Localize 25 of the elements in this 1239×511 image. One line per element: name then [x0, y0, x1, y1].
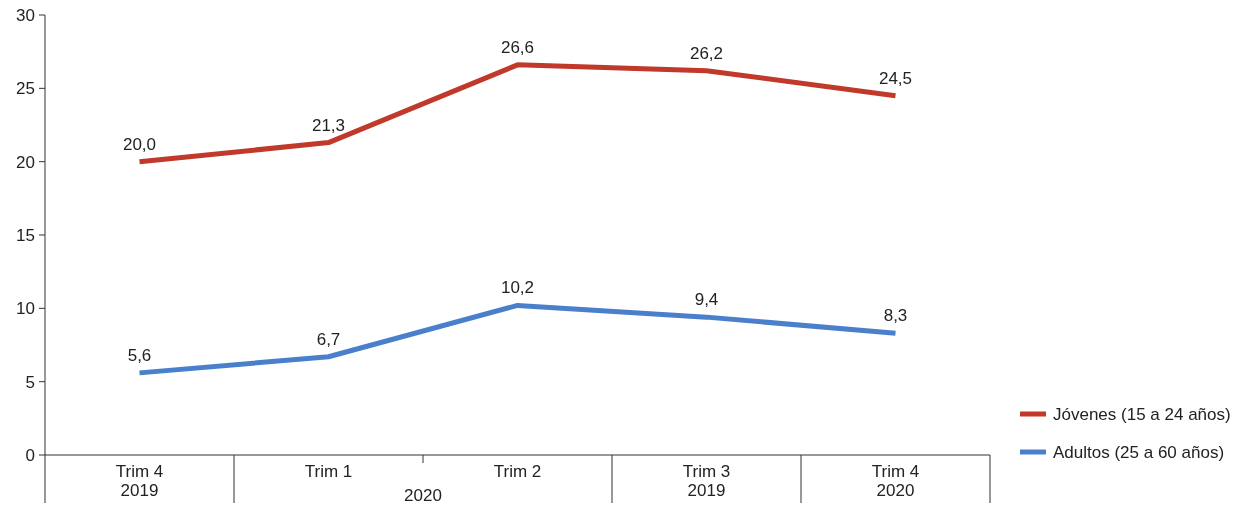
y-tick-label: 30 [16, 5, 35, 25]
legend-label: Adultos (25 a 60 años) [1053, 442, 1225, 462]
y-tick-label: 15 [16, 225, 35, 245]
data-label: 26,2 [689, 43, 724, 63]
y-tick-label: 25 [16, 79, 35, 99]
data-label: 8,3 [883, 306, 908, 326]
data-label: 21,3 [311, 115, 346, 135]
y-tick-label: 10 [16, 299, 35, 319]
x-tick-label: Trim 4 2020 [871, 462, 920, 500]
y-tick-label: 20 [16, 152, 35, 172]
text: 2020 [404, 486, 442, 505]
data-label: 9,4 [694, 290, 719, 310]
data-label: 20,0 [122, 134, 157, 154]
data-label: 24,5 [878, 68, 913, 88]
x-tick-label: Trim 2 [493, 462, 542, 481]
y-tick-label: 0 [25, 445, 35, 465]
x-tick-label: Trim 3 2019 [682, 462, 731, 500]
y-tick-label: 5 [25, 372, 35, 392]
data-label: 6,7 [316, 329, 341, 349]
x-tick-label: Trim 1 [304, 462, 353, 481]
data-label: 10,2 [500, 278, 535, 298]
x-tick-label: Trim 4 2019 [115, 462, 164, 500]
data-label: 26,6 [500, 37, 535, 57]
data-label: 5,6 [127, 345, 152, 365]
legend-label: Jóvenes (15 a 24 años) [1053, 404, 1231, 424]
